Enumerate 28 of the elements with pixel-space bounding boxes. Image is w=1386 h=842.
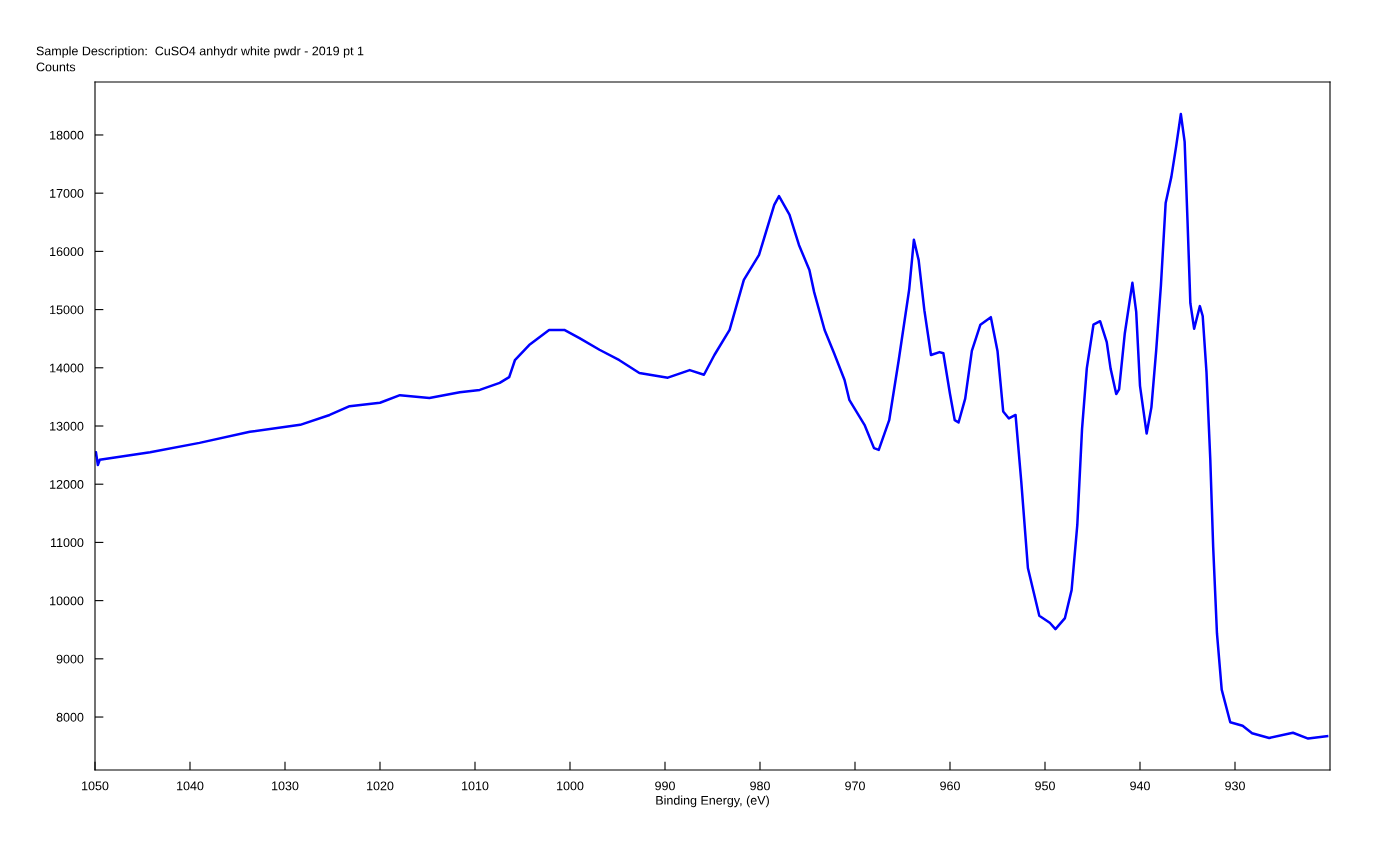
y-tick-label: 17000: [50, 188, 84, 198]
x-tick-label: 1010: [462, 781, 489, 791]
y-tick-label: 18000: [50, 130, 84, 140]
y-tick-label: 16000: [50, 247, 84, 257]
x-tick-label: 960: [940, 781, 960, 791]
y-tick-label: 9000: [56, 654, 84, 664]
x-tick-label: 1020: [367, 781, 394, 791]
y-tick-label: 15000: [50, 305, 84, 315]
x-tick-label: 940: [1130, 781, 1150, 791]
y-tick-label: 8000: [56, 712, 84, 722]
x-tick-label: 1000: [557, 781, 584, 791]
y-axis-title: Counts: [36, 62, 76, 72]
y-tick-label: 10000: [50, 596, 84, 606]
y-tick-label: 12000: [50, 480, 84, 489]
x-tick-label: 930: [1225, 781, 1245, 791]
y-tick-label: 11000: [51, 538, 84, 548]
y-tick-label: 14000: [50, 363, 84, 373]
x-axis-title: Binding Energy, (eV): [656, 795, 769, 808]
y-tick-label: 13000: [50, 421, 84, 431]
line-series: [95, 112, 1329, 740]
chart-title: Sample Description: CuSO4 anhydr white pwdr - 2019 pt 1: [36, 46, 364, 58]
x-tick-label: 1030: [272, 781, 299, 791]
x-tick-label: 1050: [82, 781, 109, 791]
x-tick-label: 950: [1035, 781, 1055, 791]
x-tick-label: 970: [845, 781, 865, 791]
x-tick-label: 990: [655, 781, 675, 791]
x-tick-label: 1040: [177, 781, 204, 791]
x-tick-label: 980: [750, 781, 770, 791]
